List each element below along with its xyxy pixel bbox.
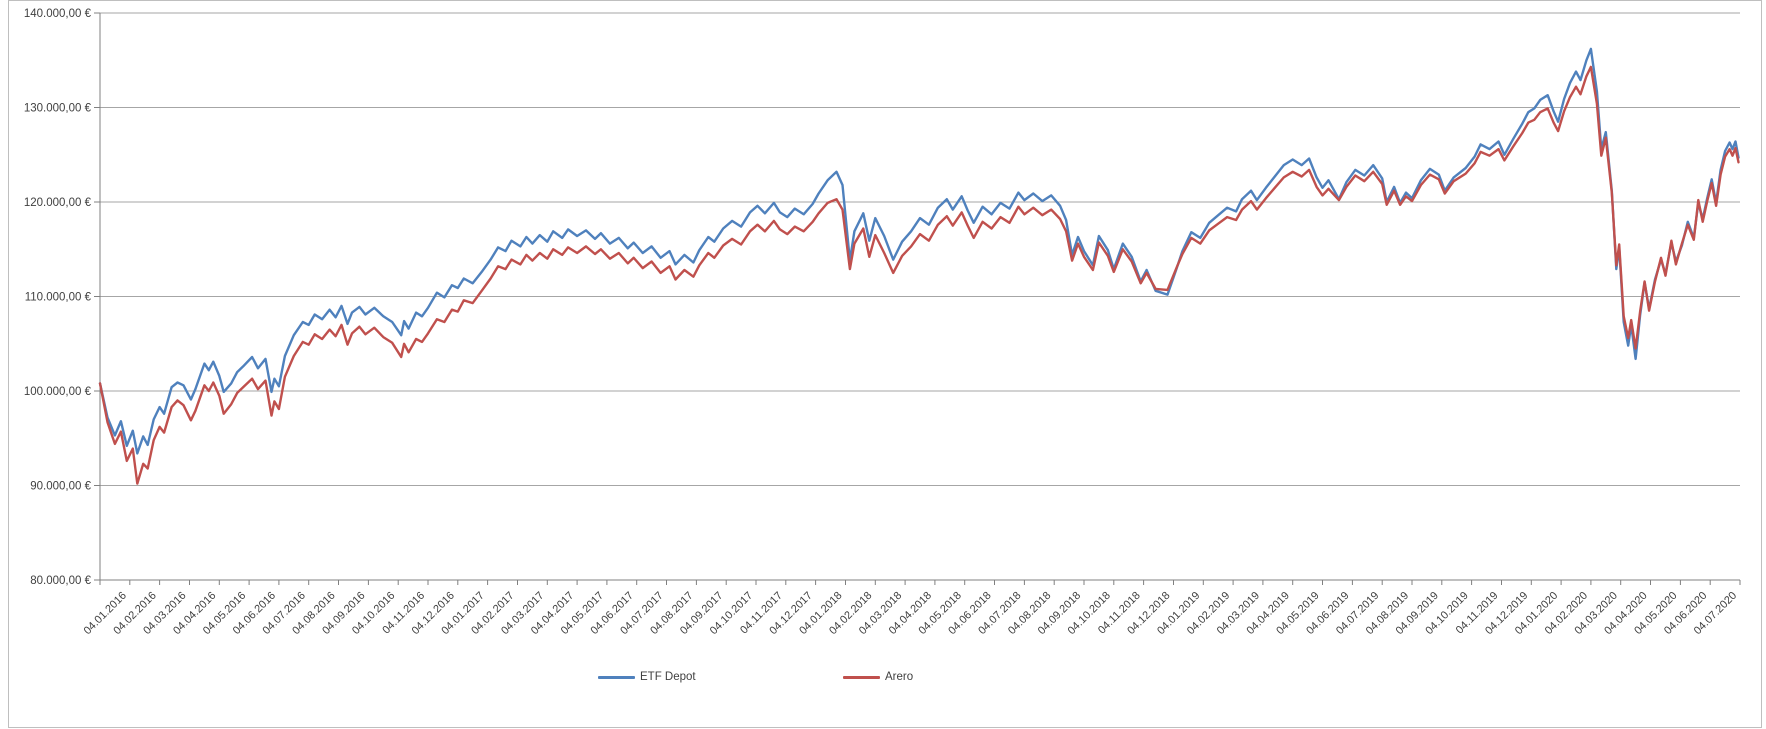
svg-text:110.000,00 €: 110.000,00 € <box>25 292 92 304</box>
chart-border <box>8 0 1762 728</box>
axes <box>94 12 1741 585</box>
gridlines <box>100 12 1740 486</box>
svg-text:120.000,00 €: 120.000,00 € <box>24 197 92 209</box>
series-arero[interactable] <box>98 65 1740 485</box>
svg-text:90.000,00 €: 90.000,00 € <box>30 481 91 493</box>
svg-text:130.000,00 €: 130.000,00 € <box>24 103 92 115</box>
svg-text:80.000,00 €: 80.000,00 € <box>30 575 91 587</box>
series-etf-depot[interactable] <box>98 47 1740 455</box>
svg-text:100.000,00 €: 100.000,00 € <box>24 386 92 398</box>
svg-text:140.000,00 €: 140.000,00 € <box>24 8 92 20</box>
y-axis-labels: 140.000,00 € 130.000,00 € 120.000,00 € 110.… <box>24 8 92 587</box>
